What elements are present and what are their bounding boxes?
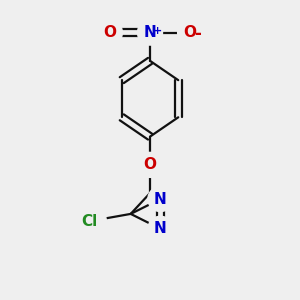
Text: N: N	[154, 221, 167, 236]
Text: -: -	[194, 25, 201, 43]
Circle shape	[178, 20, 203, 45]
Text: O: O	[103, 25, 116, 40]
Text: O: O	[143, 158, 157, 172]
Circle shape	[137, 20, 163, 45]
Text: N: N	[144, 25, 156, 40]
Circle shape	[148, 216, 173, 241]
Circle shape	[98, 20, 122, 45]
Circle shape	[148, 187, 173, 211]
Text: O: O	[184, 25, 196, 40]
Text: Cl: Cl	[81, 214, 97, 229]
Circle shape	[137, 152, 163, 177]
Text: +: +	[153, 26, 162, 35]
Circle shape	[72, 204, 106, 239]
Text: N: N	[154, 191, 167, 206]
